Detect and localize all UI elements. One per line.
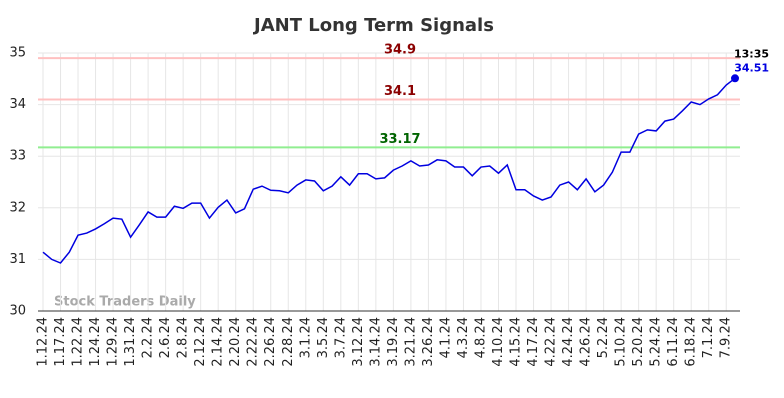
x-tick-label: 6.18.24 <box>684 317 699 367</box>
reference-label: 34.1 <box>384 84 416 99</box>
x-tick-label: 2.2.24 <box>141 317 156 358</box>
x-tick-label: 1.31.24 <box>123 317 138 367</box>
x-tick-label: 4.1.24 <box>438 317 453 358</box>
x-tick-label: 5.24.24 <box>649 317 664 367</box>
x-tick-label: 4.17.24 <box>526 317 541 367</box>
x-tick-label: 6.11.24 <box>666 317 681 367</box>
x-tick-label: 2.20.24 <box>228 317 243 367</box>
x-tick-label: 3.12.24 <box>351 317 366 367</box>
x-tick-label: 3.7.24 <box>333 317 348 358</box>
y-tick-label: 30 <box>9 304 26 319</box>
x-tick-label: 4.26.24 <box>579 317 594 367</box>
x-tick-label: 2.26.24 <box>263 317 278 367</box>
x-tick-label: 4.22.24 <box>544 317 559 367</box>
x-tick-label: 5.2.24 <box>596 317 611 358</box>
x-tick-label: 1.24.24 <box>88 317 103 367</box>
x-tick-label: 4.24.24 <box>561 317 576 367</box>
x-tick-label: 4.3.24 <box>456 317 471 358</box>
x-tick-label: 7.9.24 <box>719 317 734 358</box>
x-tick-label: 4.8.24 <box>473 317 488 358</box>
x-tick-label: 5.10.24 <box>614 317 629 367</box>
x-tick-label: 3.14.24 <box>368 317 383 367</box>
last-point <box>731 74 739 83</box>
x-tick-label: 3.1.24 <box>298 317 313 358</box>
plot-area: 30 31 32 33 34 35 1.12.24 1.17.24 1.22.24 1.24.24… <box>9 43 769 367</box>
reference-label: 33.17 <box>379 132 420 147</box>
x-tick-label: 3.19.24 <box>386 317 401 367</box>
x-tick-label: 3.21.24 <box>403 317 418 367</box>
x-tick-label: 5.20.24 <box>631 317 646 367</box>
x-tick-label: 2.14.24 <box>211 317 226 367</box>
x-tick-label: 3.26.24 <box>421 317 436 367</box>
y-tick-label: 33 <box>9 149 26 164</box>
x-tick-label: 2.6.24 <box>158 317 173 358</box>
x-tick-label: 1.17.24 <box>53 317 68 367</box>
x-tick-label: 1.22.24 <box>71 317 86 367</box>
x-tick-label: 1.29.24 <box>106 317 121 367</box>
y-tick-label: 31 <box>9 252 26 267</box>
y-tick-label: 35 <box>9 46 26 61</box>
y-tick-label: 34 <box>9 97 26 112</box>
x-tick-label: 2.22.24 <box>246 317 261 367</box>
x-tick-label: 2.28.24 <box>281 317 296 367</box>
watermark: Stock Traders Daily <box>54 295 196 310</box>
price-line <box>42 77 736 264</box>
x-tick-label: 1.12.24 <box>36 317 51 367</box>
x-tick-label: 4.10.24 <box>491 317 506 367</box>
last-time: 13:35 <box>734 47 769 60</box>
x-tick-label: 3.5.24 <box>316 317 331 358</box>
x-tick-label: 2.8.24 <box>176 317 191 358</box>
reference-label: 34.9 <box>384 43 416 58</box>
x-tick-label: 2.12.24 <box>193 317 208 367</box>
y-tick-label: 32 <box>9 200 26 215</box>
x-tick-label: 7.1.24 <box>701 317 716 358</box>
last-value: 34.51 <box>734 61 769 74</box>
x-tick-label: 4.15.24 <box>509 317 524 367</box>
chart-title: JANT Long Term Signals <box>252 15 494 36</box>
